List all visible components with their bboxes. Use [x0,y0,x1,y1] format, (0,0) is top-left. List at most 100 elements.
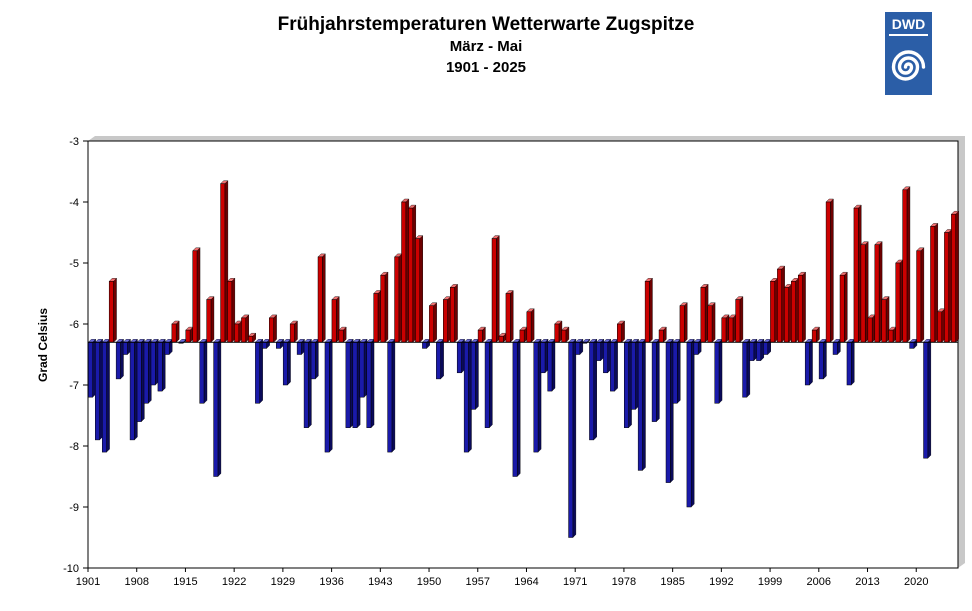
y-axis-label: Grad Celsius [36,307,50,383]
bar-face [784,287,789,343]
bar-side [370,338,375,429]
bar-face [679,305,685,343]
bar-1977 [616,320,626,343]
bar-face [825,201,831,343]
bar-1992 [721,314,730,343]
bar-2008 [832,338,841,355]
bar-face [394,256,400,343]
bar-1927 [268,314,278,343]
bar-face [101,342,107,453]
bar-side [384,271,389,343]
bar-1929 [282,338,292,386]
bar-1959 [491,235,500,343]
bar-face [234,323,240,343]
bar-face [804,342,810,386]
bar-face [269,317,274,343]
bar-2016 [888,326,897,343]
bar-1961 [505,290,514,343]
x-tick-label: 1978 [612,576,636,588]
bar-face [227,281,233,343]
bar-1944 [387,338,396,453]
bar-1969 [561,326,570,343]
bar-2024 [943,229,953,343]
bar-2023 [936,308,946,343]
bar-1993 [728,314,737,343]
bar-1975 [602,338,612,374]
bar-face [644,281,650,343]
y-tick-label: -5 [69,258,79,270]
bar-face [456,342,462,374]
bar-side [677,338,681,404]
bar-face [206,299,212,343]
bar-1999 [769,277,779,343]
bar-1936 [331,296,340,343]
bar-side [273,314,277,343]
bar-face [498,335,504,343]
bar-2010 [846,338,855,386]
bar-face [714,342,720,404]
chart-title: Frühjahrstemperaturen Wetterwarte Zugspi… [277,14,695,35]
bars [87,180,960,538]
y-tick-label: -7 [69,380,79,392]
bar-face [122,342,128,355]
bar-face [672,342,678,404]
bar-2011 [853,204,862,343]
bar-1995 [742,338,751,398]
bar-side [711,302,716,343]
bar-side [106,338,110,453]
bar-1922 [233,320,243,343]
bar-side [920,247,925,343]
bar-side [391,338,396,453]
x-tick-label: 1957 [466,576,490,588]
bar-face [951,213,956,343]
bar-1940 [359,338,368,398]
bar-face [686,342,692,508]
bar-1989 [700,283,709,343]
bar-face [630,342,636,410]
bar-face [199,342,205,404]
bar-2022 [929,222,939,343]
bar-face [923,342,929,459]
bar-1954 [456,338,466,374]
bar-1911 [157,338,166,392]
bar-side [955,210,959,343]
bar-1998 [762,338,772,355]
bar-side [322,253,326,343]
bar-face [610,342,615,392]
bar-2007 [825,198,834,343]
bar-side [572,338,577,538]
bar-face [742,342,748,398]
bar-face [930,226,936,343]
bar-face [505,293,511,343]
bar-2018 [902,186,911,343]
bar-1941 [366,338,375,429]
bar-face [248,335,253,343]
bar-face [519,329,525,343]
bar-1997 [755,338,765,362]
x-axis: 1901 1908 1915 1922 1929 1936 1943 1950 1957 1964… [76,568,928,588]
bar-2005 [811,326,820,343]
bar-side [203,338,208,404]
bar-1952 [442,296,452,343]
x-tick-label: 1908 [124,576,148,588]
dwd-spiral-icon [891,50,926,81]
y-tick-label: -3 [69,136,79,148]
bar-face [937,311,943,343]
bar-1994 [735,296,744,343]
bar-side [210,296,215,343]
bar-face [324,342,330,453]
bar-face [415,238,421,343]
bar-2014 [874,241,883,343]
bar-1949 [421,338,431,349]
bar-1980 [637,338,646,471]
x-tick-label: 1922 [222,576,246,588]
bar-1984 [665,338,674,484]
bar-1964 [526,308,535,343]
bar-1921 [227,277,236,343]
bar-face [881,299,887,343]
bar-face [791,281,796,343]
bar-face [554,323,560,343]
x-tick-label: 1936 [319,576,343,588]
bar-face [797,274,803,343]
